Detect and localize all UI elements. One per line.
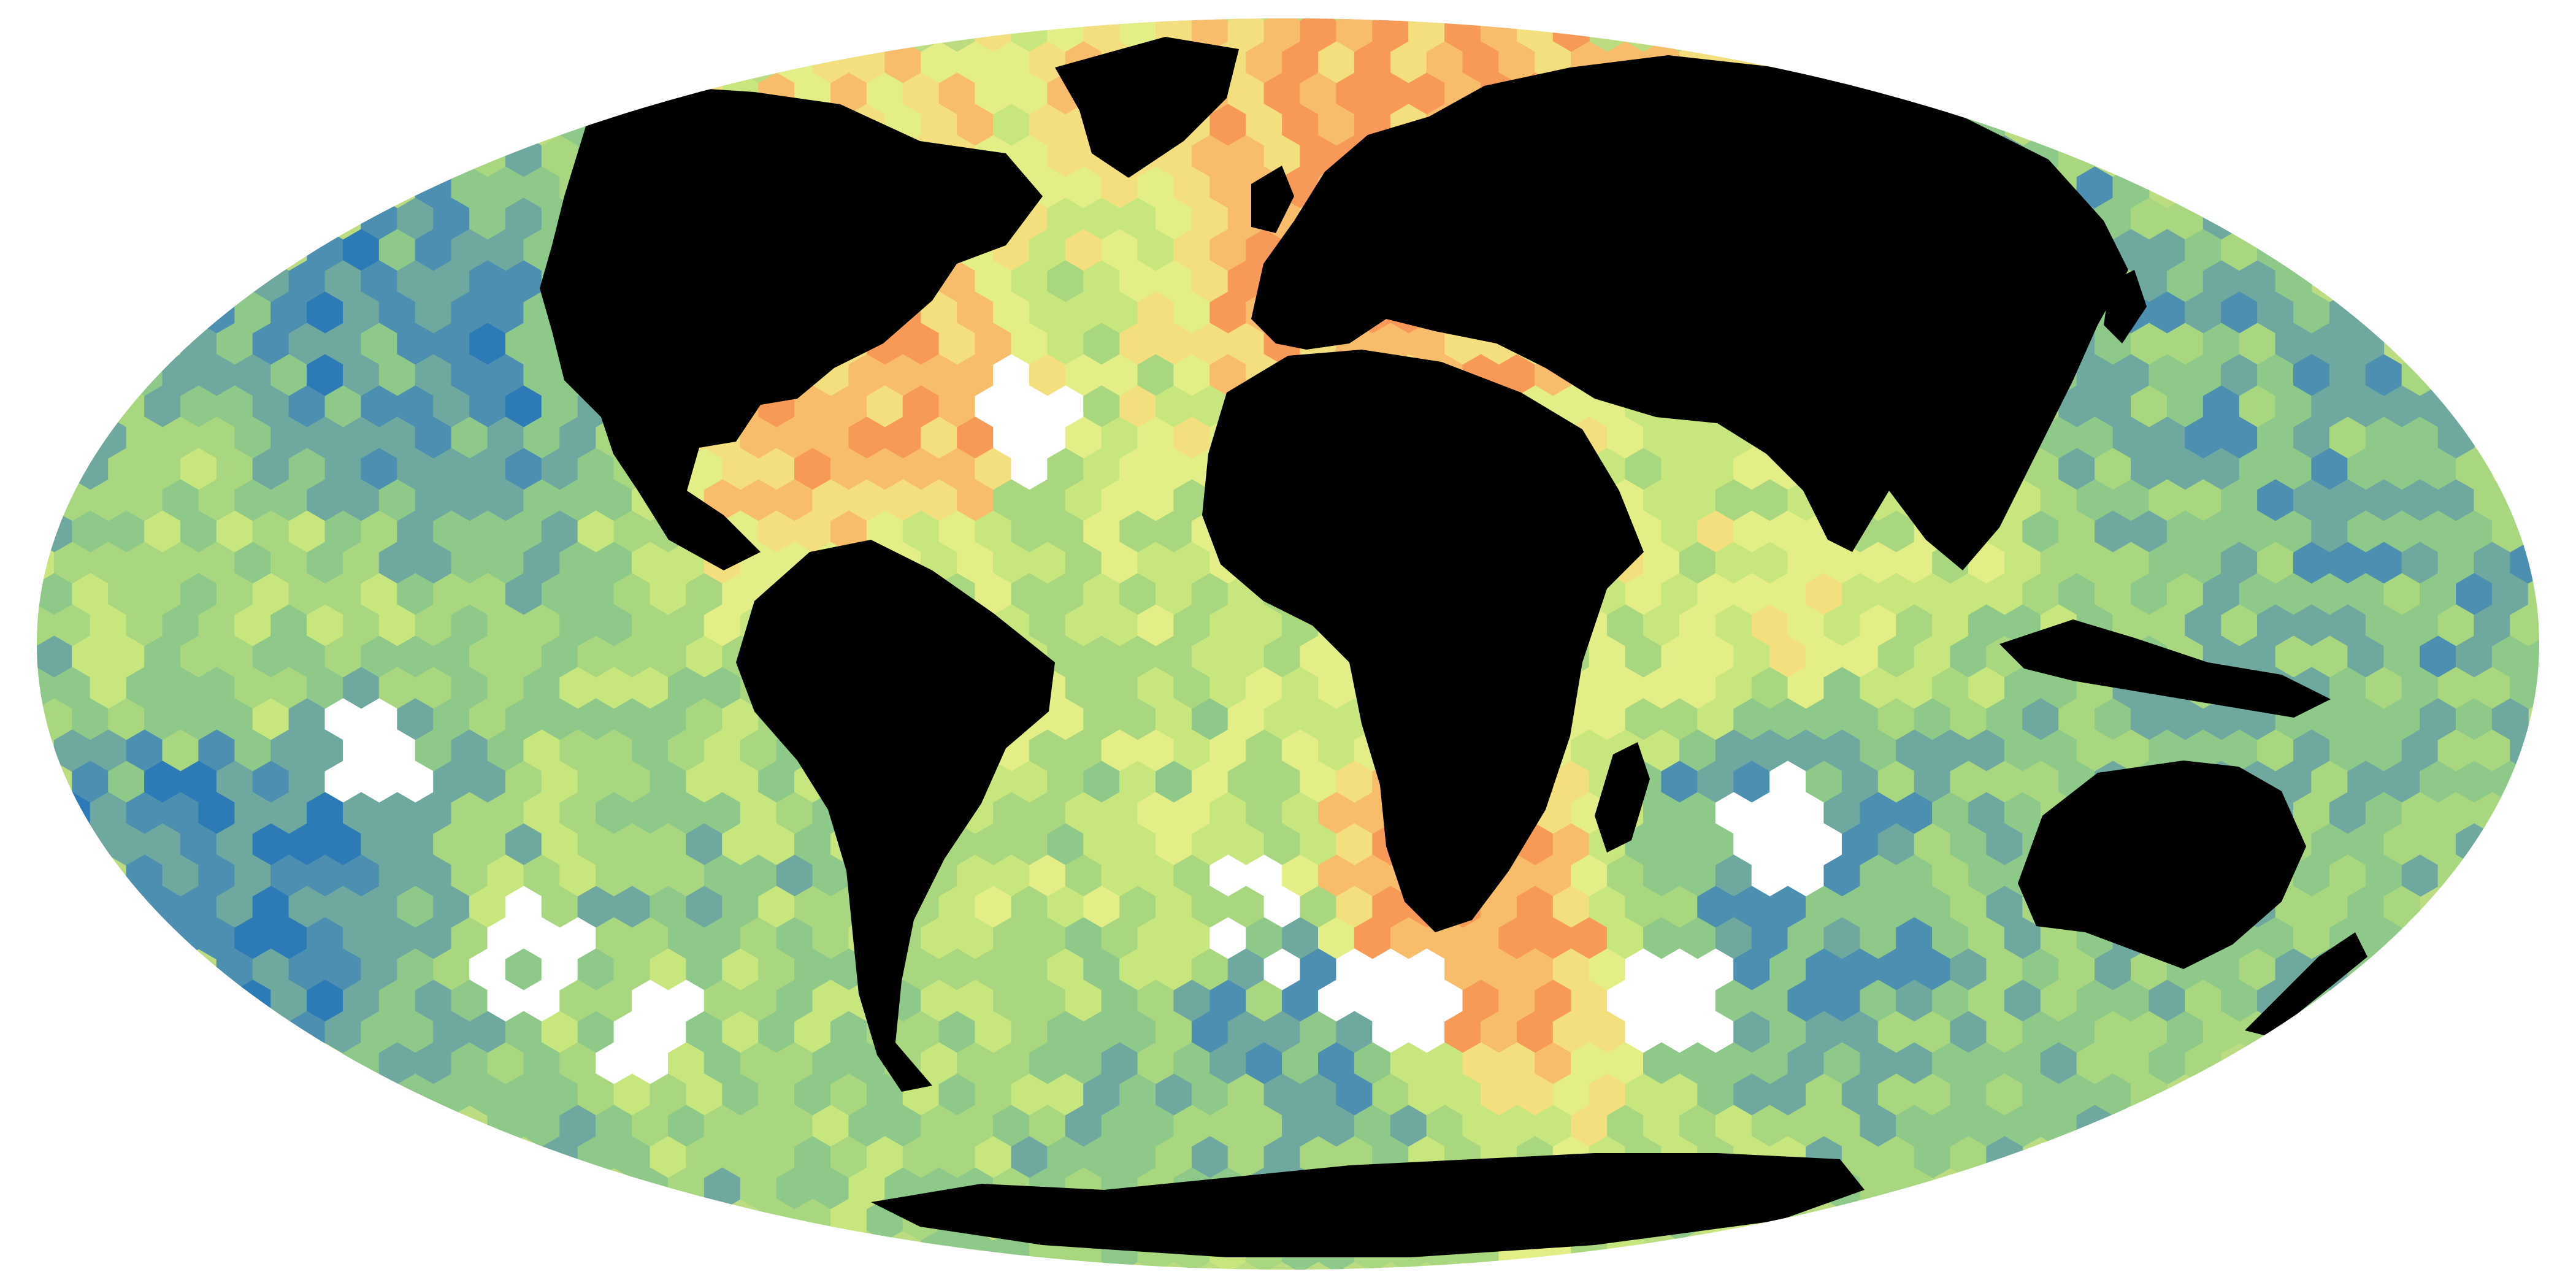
- landmass-greenland: [1055, 37, 1239, 178]
- landmass-north-america: [540, 86, 1043, 570]
- landmass-british-isles: [1251, 166, 1294, 233]
- landmass-madagascar: [1595, 742, 1650, 853]
- landmass-japan: [2104, 270, 2147, 343]
- landmass-maritime-southeast-asia: [1999, 619, 2331, 718]
- landmass-africa: [1202, 350, 1644, 932]
- landmass-antarctica: [871, 1153, 1865, 1257]
- land-layer: [540, 37, 2367, 1257]
- landmass-australia: [2018, 761, 2306, 969]
- landmass-new-zealand: [2245, 932, 2367, 1037]
- landmass-eurasia: [1251, 55, 2128, 570]
- landmass-south-america: [736, 540, 1055, 1092]
